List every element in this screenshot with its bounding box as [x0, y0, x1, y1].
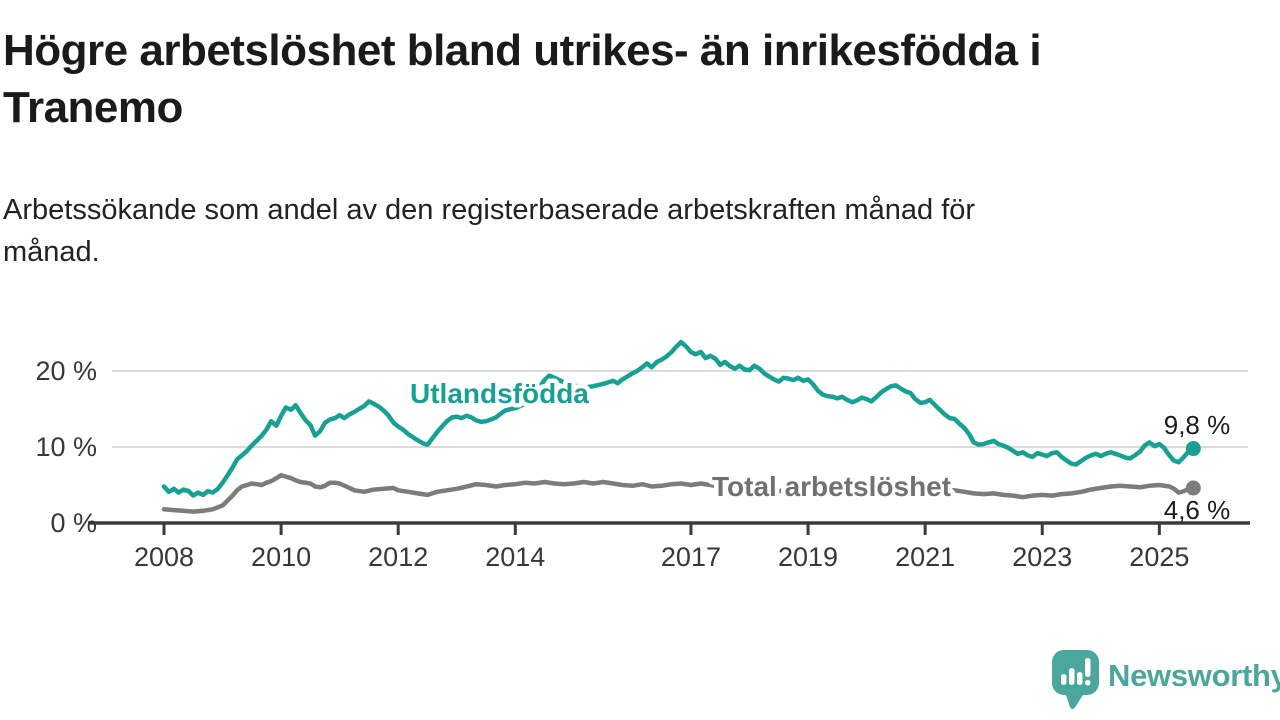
chart-subtitle-line2: månad.: [3, 236, 100, 268]
x-tick-label: 2023: [1012, 542, 1072, 572]
page-title-line2: Tranemo: [3, 83, 183, 132]
logo-bar-2: [1069, 668, 1075, 685]
page-title: Högre arbetslöshet bland utrikes- än inr…: [3, 22, 1277, 136]
x-tick-label: 2014: [485, 542, 545, 572]
y-tick-label: 0 %: [50, 508, 97, 538]
x-tick-label: 2017: [661, 542, 721, 572]
series-label-total: Total arbetslöshet: [712, 471, 951, 502]
logo-exclamation-dot: [1085, 680, 1091, 686]
series-line-utlandsfodda: [161, 339, 1196, 498]
series-end-dot-total: [1185, 480, 1201, 496]
series-line-total: [161, 472, 1196, 514]
newsworthy-logo-icon: [1052, 650, 1099, 709]
x-tick-label: 2010: [251, 542, 311, 572]
chart-subtitle: Arbetssökande som andel av den registerb…: [3, 189, 1277, 273]
x-tick-label: 2012: [368, 542, 428, 572]
logo-bar-3: [1077, 672, 1083, 685]
newsworthy-logo-text: Newsworthy: [1108, 658, 1280, 693]
series-end-dot-utlandsfodda: [1185, 441, 1201, 457]
newsworthy-logo: Newsworthy: [1052, 650, 1280, 710]
end-value-label-utlandsfodda: 9,8 %: [1164, 410, 1231, 440]
x-tick-label: 2019: [778, 542, 838, 572]
end-value-label-total: 4,6 %: [1164, 495, 1231, 525]
x-tick-label: 2021: [895, 542, 955, 572]
logo-bar-1: [1061, 674, 1067, 685]
y-tick-label: 10 %: [35, 432, 97, 462]
page-title-line1: Högre arbetslöshet bland utrikes- än inr…: [3, 26, 1042, 75]
x-tick-label: 2025: [1129, 542, 1189, 572]
y-tick-label: 20 %: [35, 356, 97, 386]
chart-subtitle-line1: Arbetssökande som andel av den registerb…: [3, 194, 976, 226]
logo-exclamation-bar: [1085, 658, 1091, 677]
series-label-utlandsfodda: Utlandsfödda: [410, 378, 589, 409]
x-tick-label: 2008: [134, 542, 194, 572]
